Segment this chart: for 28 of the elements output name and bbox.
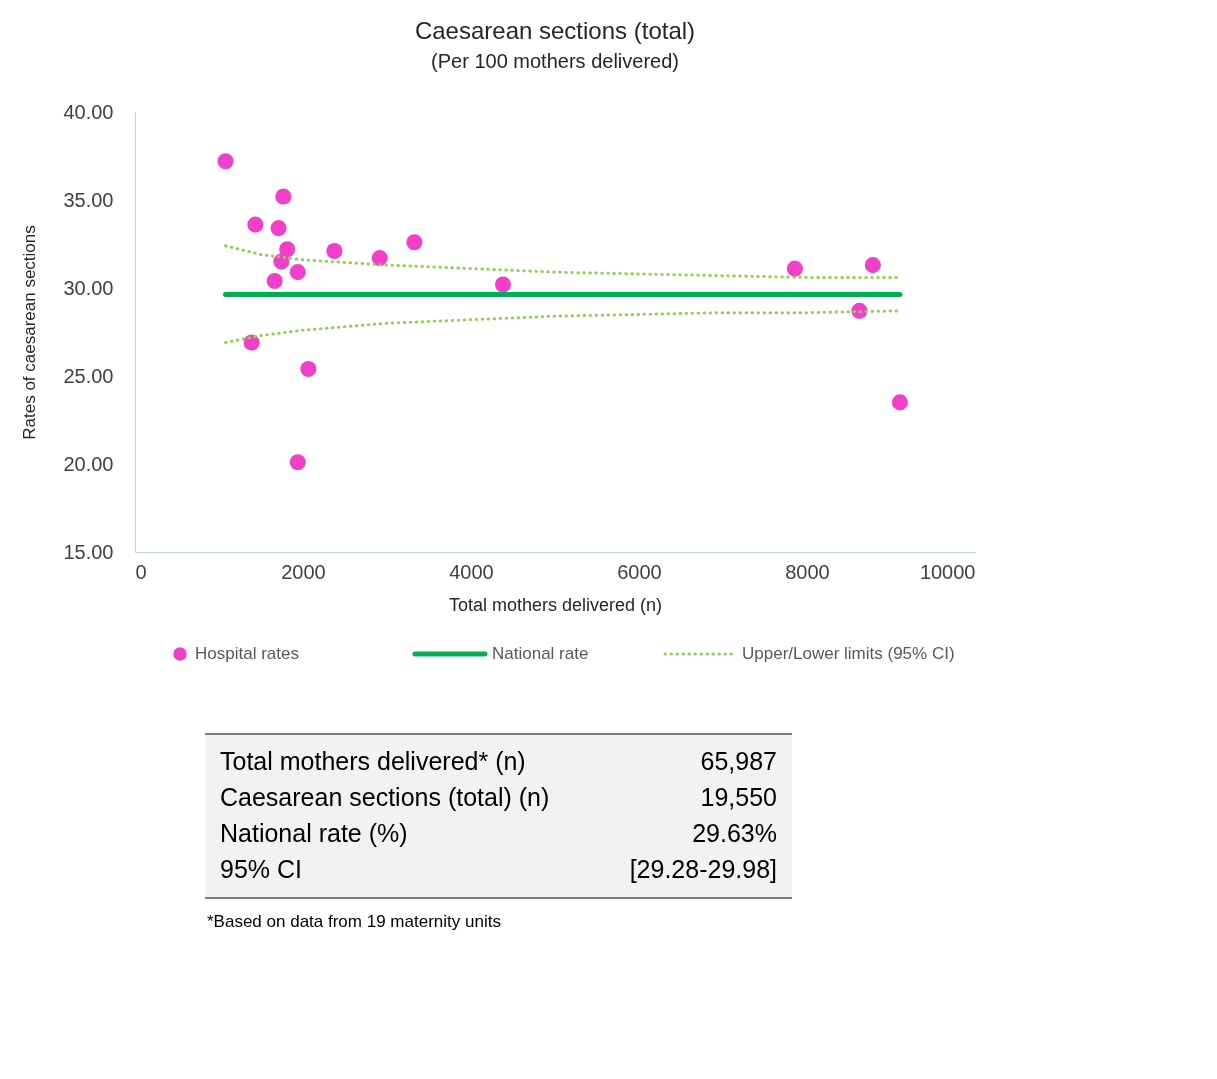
text: 19,550 — [700, 783, 777, 811]
chart-title: Caesarean sections (total) — [414, 17, 696, 44]
text: [29.28-29.98] — [629, 855, 777, 883]
y-tick-label: 40.00 — [63, 100, 114, 123]
x-tick-label: 10000 — [919, 560, 976, 583]
y-tick-label: 20.00 — [63, 452, 114, 475]
legend-label: Upper/Lower limits (95% CI) — [742, 644, 955, 663]
text: National rate (%) — [220, 819, 408, 847]
legend-label: Hospital rates — [195, 644, 299, 663]
y-axis-title: Rates of caesarean sections — [20, 225, 40, 440]
x-tick-label: 6000 — [617, 560, 662, 583]
legend-label: National rate — [492, 644, 589, 663]
y-tick-label: 30.00 — [63, 276, 114, 299]
text: 65,987 — [700, 747, 777, 775]
text: 29.63% — [692, 819, 777, 847]
y-tick-label: 25.00 — [63, 364, 114, 387]
chart-subtitle: (Per 100 mothers delivered) — [431, 50, 679, 72]
text: Total mothers delivered* (n) — [220, 747, 526, 775]
x-tick-label: 0 — [135, 560, 147, 583]
x-tick-label: 4000 — [449, 560, 494, 583]
x-tick-label: 2000 — [281, 560, 326, 583]
text: *Based on data from 19 maternity units — [207, 912, 501, 931]
text: 95% CI — [220, 855, 302, 883]
y-tick-label: 15.00 — [63, 540, 114, 563]
x-axis-title: Total mothers delivered (n) — [448, 594, 663, 615]
y-tick-label: 35.00 — [63, 188, 114, 211]
x-tick-label: 8000 — [785, 560, 830, 583]
text: Caesarean sections (total) (n) — [220, 783, 550, 811]
